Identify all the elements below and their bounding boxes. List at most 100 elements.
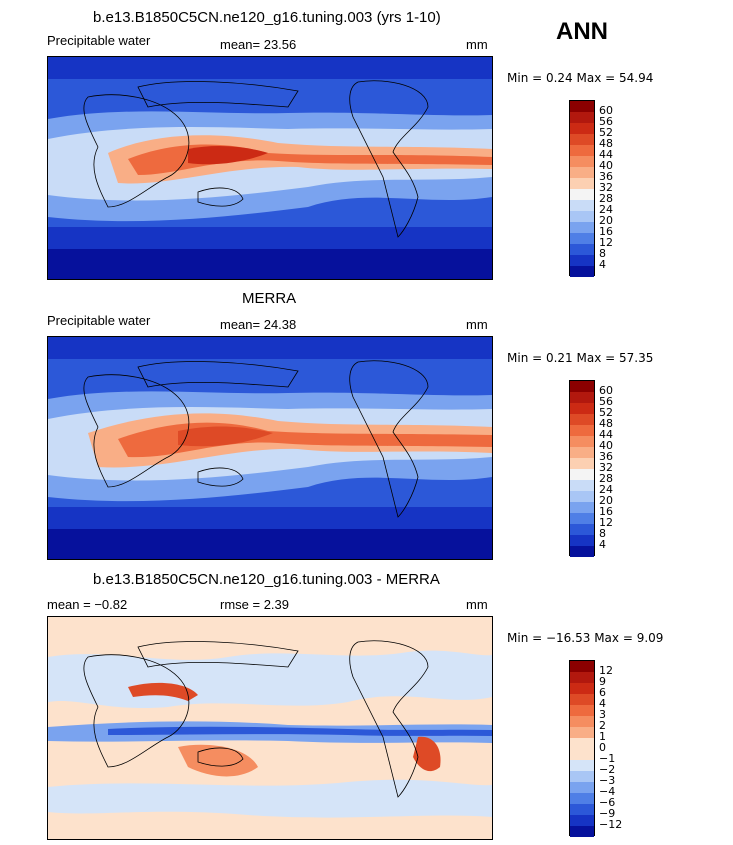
panel-1-map <box>47 56 493 280</box>
colorbar-tick-label: 8 <box>599 527 606 540</box>
colorbar-tick-label: −3 <box>599 774 616 787</box>
colorbar-swatch <box>570 447 594 458</box>
panel-2-map-field <box>48 337 492 559</box>
colorbar-swatch <box>570 727 594 738</box>
colorbar-tick-label: −1 <box>599 752 616 765</box>
colorbar-tick-label: 32 <box>599 461 613 474</box>
colorbar-swatch <box>570 661 594 672</box>
colorbar-swatch <box>570 414 594 425</box>
colorbar-tick-label: 52 <box>599 406 613 419</box>
colorbar-swatch <box>570 705 594 716</box>
panel-3-units: mm <box>466 597 488 612</box>
colorbar-tick-label: 40 <box>599 439 613 452</box>
colorbar-tick-label: 12 <box>599 516 613 529</box>
panel-2-units: mm <box>466 317 488 332</box>
colorbar-swatch <box>570 826 594 837</box>
colorbar-swatch <box>570 804 594 815</box>
panel-2-colorbar-swatches <box>569 380 595 557</box>
colorbar-tick-label: 28 <box>599 192 613 205</box>
colorbar-swatch <box>570 782 594 793</box>
colorbar-tick-label: −4 <box>599 785 616 798</box>
panel-3-title: b.e13.B1850C5CN.ne120_g16.tuning.003 - M… <box>93 571 440 588</box>
colorbar-tick-label: 52 <box>599 126 613 139</box>
colorbar-tick-label: 6 <box>599 686 606 699</box>
colorbar-swatch <box>570 211 594 222</box>
colorbar-swatch <box>570 502 594 513</box>
colorbar-tick-label: 4 <box>599 538 606 551</box>
colorbar-swatch <box>570 134 594 145</box>
colorbar-swatch <box>570 738 594 749</box>
colorbar-swatch <box>570 222 594 233</box>
panel-1-variable: Precipitable water <box>47 33 151 48</box>
colorbar-tick-label: 4 <box>599 697 606 710</box>
colorbar-tick-label: 60 <box>599 384 613 397</box>
colorbar-swatch <box>570 145 594 156</box>
colorbar-swatch <box>570 469 594 480</box>
colorbar-swatch <box>570 683 594 694</box>
panel-1-mean: mean= 23.56 <box>220 37 297 52</box>
colorbar-swatch <box>570 760 594 771</box>
colorbar-swatch <box>570 771 594 782</box>
colorbar-swatch <box>570 546 594 557</box>
colorbar-tick-label: 36 <box>599 170 613 183</box>
colorbar-tick-label: −9 <box>599 807 616 820</box>
colorbar-swatch <box>570 749 594 760</box>
colorbar-swatch <box>570 392 594 403</box>
colorbar-tick-label: 24 <box>599 203 613 216</box>
panel-1-title: b.e13.B1850C5CN.ne120_g16.tuning.003 (yr… <box>93 9 441 26</box>
colorbar-tick-label: 16 <box>599 505 613 518</box>
panel-2-map <box>47 336 493 560</box>
colorbar-tick-label: 60 <box>599 104 613 117</box>
panel-2-variable: Precipitable water <box>47 313 151 328</box>
panel-1-units: mm <box>466 37 488 52</box>
colorbar-swatch <box>570 101 594 112</box>
colorbar-swatch <box>570 244 594 255</box>
colorbar-tick-label: 56 <box>599 115 613 128</box>
colorbar-tick-label: −6 <box>599 796 616 809</box>
colorbar-tick-label: 48 <box>599 417 613 430</box>
colorbar-tick-label: 3 <box>599 708 606 721</box>
colorbar-tick-label: 12 <box>599 664 613 677</box>
colorbar-tick-label: 32 <box>599 181 613 194</box>
colorbar-tick-label: 8 <box>599 247 606 260</box>
colorbar-swatch <box>570 793 594 804</box>
colorbar-swatch <box>570 458 594 469</box>
colorbar-tick-label: 40 <box>599 159 613 172</box>
colorbar-tick-label: 1 <box>599 730 606 743</box>
colorbar-tick-label: −2 <box>599 763 616 776</box>
colorbar-swatch <box>570 200 594 211</box>
colorbar-swatch <box>570 233 594 244</box>
panel-3-map <box>47 616 493 840</box>
colorbar-swatch <box>570 403 594 414</box>
colorbar-tick-label: 24 <box>599 483 613 496</box>
colorbar-swatch <box>570 491 594 502</box>
colorbar-swatch <box>570 266 594 277</box>
colorbar-tick-label: 20 <box>599 214 613 227</box>
panel-3-map-field <box>48 617 492 839</box>
colorbar-swatch <box>570 112 594 123</box>
colorbar-tick-label: −12 <box>599 818 623 831</box>
colorbar-swatch <box>570 156 594 167</box>
colorbar-swatch <box>570 255 594 266</box>
colorbar-tick-label: 20 <box>599 494 613 507</box>
colorbar-tick-label: 56 <box>599 395 613 408</box>
colorbar-tick-label: 44 <box>599 428 613 441</box>
colorbar-swatch <box>570 694 594 705</box>
panel-1-minmax: Min = 0.24 Max = 54.94 <box>507 71 654 85</box>
colorbar-swatch <box>570 436 594 447</box>
colorbar-tick-label: 16 <box>599 225 613 238</box>
panel-2-minmax: Min = 0.21 Max = 57.35 <box>507 351 654 365</box>
panel-3-rmse: rmse = 2.39 <box>220 597 290 612</box>
colorbar-tick-label: 36 <box>599 450 613 463</box>
colorbar-tick-label: 9 <box>599 675 606 688</box>
panel-1-colorbar-swatches <box>569 100 595 277</box>
panel-3-mean: mean = −0.82 <box>47 597 128 612</box>
colorbar-swatch <box>570 178 594 189</box>
panel-1-map-field <box>48 57 492 279</box>
colorbar-swatch <box>570 815 594 826</box>
colorbar-tick-label: 4 <box>599 258 606 271</box>
colorbar-tick-label: 2 <box>599 719 606 732</box>
season-label: ANN <box>556 18 608 45</box>
panel-2-title: MERRA <box>242 290 297 307</box>
colorbar-swatch <box>570 524 594 535</box>
